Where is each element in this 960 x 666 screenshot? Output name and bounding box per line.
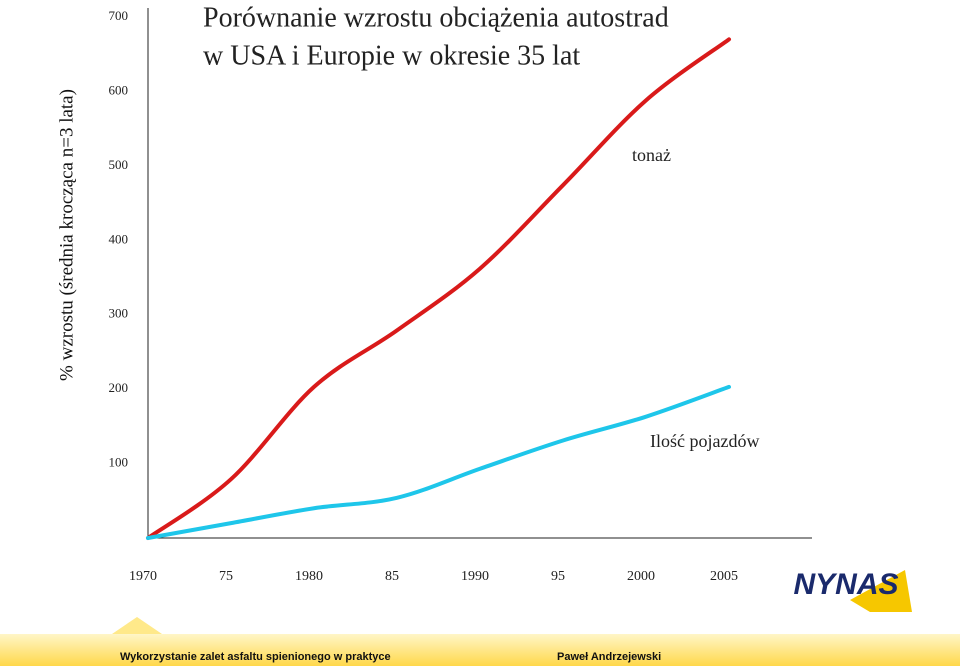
y-tick-label: 300: [109, 306, 129, 321]
y-tick-label: 200: [109, 380, 129, 395]
chart-title: w USA i Europie w okresie 35 lat: [203, 40, 580, 71]
x-tick-label: 1980: [295, 569, 323, 584]
y-tick-label: 400: [109, 231, 129, 246]
series-line: [146, 384, 731, 540]
series-label: tonaż: [632, 145, 671, 165]
logo-text: NYNAS: [793, 568, 898, 601]
x-tick-label: 2005: [710, 569, 738, 584]
y-tick-label: 700: [109, 8, 129, 23]
chart-title: Porównanie wzrostu obciążenia autostrad: [203, 2, 669, 33]
y-tick-label: 500: [109, 157, 129, 172]
footer-right: Paweł Andrzejewski: [557, 651, 661, 663]
footer-band: [0, 634, 960, 666]
series-label: Ilość pojazdów: [650, 431, 759, 451]
footer-left: Wykorzystanie zalet asfaltu spienionego …: [120, 651, 391, 663]
x-tick-label: 1970: [129, 569, 157, 584]
y-tick-label: 100: [109, 455, 129, 470]
y-tick-label: 600: [109, 82, 129, 97]
x-tick-label: 2000: [627, 569, 655, 584]
x-tick-label: 85: [385, 569, 399, 584]
logo: NYNAS: [793, 568, 912, 612]
footer-tab: [112, 617, 162, 634]
y-axis-label: % wzrostu (średnia krocząca n=3 lata): [56, 89, 77, 381]
x-tick-label: 95: [551, 569, 565, 584]
x-tick-label: 75: [219, 569, 233, 584]
series-line: [146, 37, 731, 540]
x-tick-label: 1990: [461, 569, 489, 584]
